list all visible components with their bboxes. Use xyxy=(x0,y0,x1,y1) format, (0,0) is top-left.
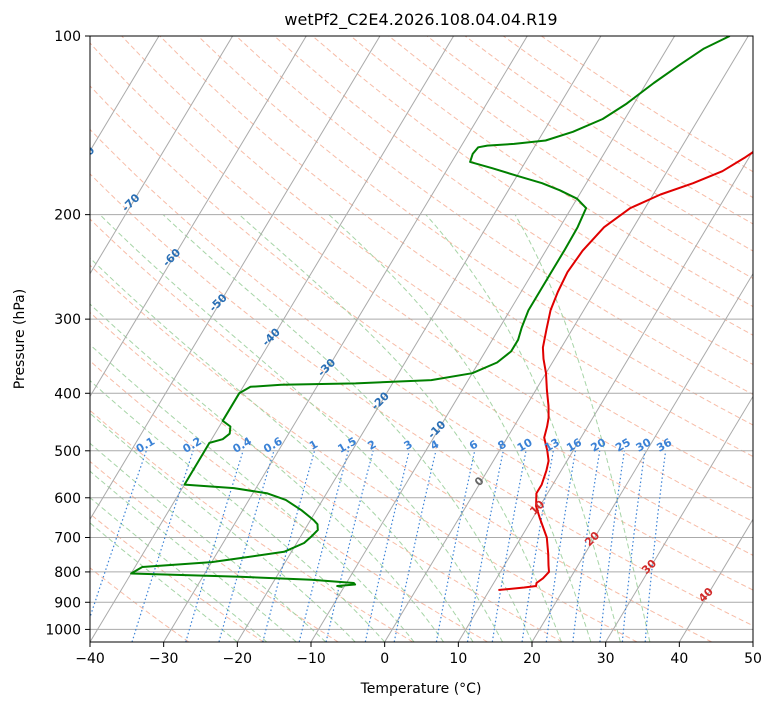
y-tick-label: 200 xyxy=(54,208,81,224)
moist-adiabat xyxy=(514,214,651,642)
mixing-ratio-line xyxy=(298,450,349,642)
x-tick-label: −10 xyxy=(296,651,326,667)
y-tick-label: 600 xyxy=(54,491,81,507)
mixing-ratio-lines xyxy=(90,450,667,642)
mixing-ratio-line xyxy=(621,450,646,642)
mixing-ratio-line xyxy=(325,450,374,642)
plot-area: 0.10.20.40.611.52346810131620253036-100-… xyxy=(74,36,753,642)
mixing-ratio-line xyxy=(393,450,437,642)
mixing-ratio-line xyxy=(131,450,194,642)
dry-adiabat xyxy=(159,36,753,458)
dewpoint-line xyxy=(130,36,731,588)
moist-adiabat xyxy=(99,214,503,642)
isotherm-line xyxy=(384,36,749,642)
moist-adiabat xyxy=(90,257,474,642)
mixing-ratio-line xyxy=(545,450,576,642)
chart-title: wetPf2_C2E4.2026.108.04.04.R19 xyxy=(284,10,557,30)
x-axis-ticks: −40 −30 −20 −10 0 10 20 30 40 50 xyxy=(75,642,762,667)
x-axis-label: Temperature (°C) xyxy=(360,681,482,697)
isotherm-line xyxy=(90,36,234,275)
moist-adiabat xyxy=(90,343,415,642)
y-axis-ticks: 100 200 300 400 500 600 700 800 900 1000 xyxy=(45,29,90,638)
dry-adiabat xyxy=(90,513,264,642)
x-tick-label: 50 xyxy=(744,651,762,667)
isotherm-line xyxy=(163,36,528,642)
x-tick-label: −40 xyxy=(75,651,105,667)
moist-adiabat xyxy=(90,412,356,642)
dry-adiabat xyxy=(90,360,488,642)
x-tick-label: 20 xyxy=(523,651,541,667)
moist-adiabat xyxy=(425,214,621,642)
dry-adiabat xyxy=(121,36,753,490)
y-tick-label: 800 xyxy=(54,565,81,581)
x-tick-label: 30 xyxy=(597,651,615,667)
isotherms xyxy=(90,36,753,642)
isotherm-line xyxy=(236,36,602,642)
plot-frame xyxy=(89,35,754,643)
x-tick-label: −30 xyxy=(149,651,179,667)
x-tick-label: 0 xyxy=(380,651,389,667)
mixing-ratio-line xyxy=(572,450,601,642)
dry-adiabat xyxy=(90,128,753,591)
mixing-ratio-line xyxy=(644,450,667,642)
moist-adiabat xyxy=(162,214,533,642)
dry-adiabat xyxy=(90,264,638,642)
temperature-line xyxy=(498,150,753,591)
moist-adiabat xyxy=(328,214,592,642)
mixing-ratio-line xyxy=(599,450,625,642)
y-tick-label: 400 xyxy=(54,386,81,402)
dry-adiabat xyxy=(90,85,753,556)
mixing-ratio-line xyxy=(218,450,275,642)
dry-adiabat xyxy=(90,460,339,642)
dry-adiabat xyxy=(90,218,712,642)
moist-adiabat xyxy=(238,214,562,642)
isotherm-line xyxy=(678,518,753,642)
mixing-ratio-line xyxy=(262,450,316,642)
isotherm-line xyxy=(90,36,307,398)
mixing-ratio-line xyxy=(185,450,244,642)
isotherm-line xyxy=(310,36,676,642)
dry-adiabat xyxy=(273,36,753,366)
x-tick-label: −20 xyxy=(223,651,253,667)
y-tick-label: 500 xyxy=(54,444,81,460)
isotherm-line xyxy=(90,36,455,642)
moist-adiabat xyxy=(90,303,444,642)
moist-adiabat xyxy=(90,470,297,642)
dry-adiabat xyxy=(90,42,753,523)
y-tick-label: 700 xyxy=(54,531,81,547)
moist-adiabat xyxy=(90,522,238,642)
moist-adiabat xyxy=(90,380,386,642)
isotherm-line xyxy=(531,272,753,642)
dry-adiabat xyxy=(235,36,753,396)
isotherm-line xyxy=(605,395,753,642)
isotherm-label: -80 xyxy=(74,144,97,167)
mixing-ratio-line xyxy=(364,450,410,642)
dry-adiabats xyxy=(90,36,753,642)
moist-adiabats xyxy=(90,214,651,642)
y-tick-label: 300 xyxy=(54,312,81,328)
y-axis-label: Pressure (hPa) xyxy=(12,289,28,389)
profile-lines xyxy=(130,36,753,591)
dry-adiabat xyxy=(90,311,563,642)
y-tick-label: 1000 xyxy=(45,622,81,638)
isobars xyxy=(90,36,753,630)
y-tick-label: 900 xyxy=(54,595,81,611)
y-tick-label: 100 xyxy=(54,29,81,45)
isotherm-line xyxy=(90,36,381,521)
x-tick-label: 10 xyxy=(449,651,467,667)
isotherm-line xyxy=(90,36,160,152)
isotherm-line xyxy=(457,149,753,642)
moist-adiabat xyxy=(90,497,268,642)
dry-adiabat xyxy=(312,36,753,336)
x-tick-label: 40 xyxy=(670,651,688,667)
